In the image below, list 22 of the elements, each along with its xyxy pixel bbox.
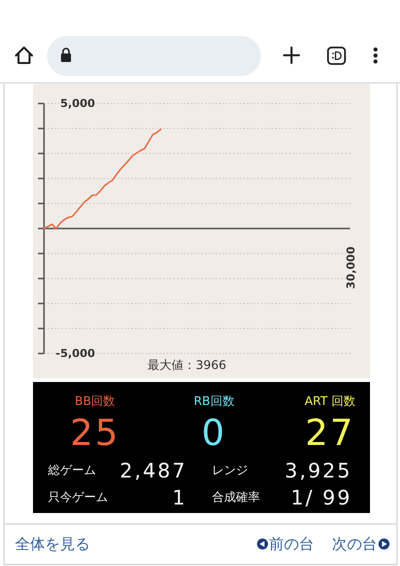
text: レンジ: [212, 463, 248, 477]
text: 前の台: [269, 535, 314, 553]
text: 25: [70, 413, 120, 454]
text: 総ゲーム: [47, 463, 96, 477]
text: 27: [305, 413, 355, 454]
annotation: 30,000: [344, 246, 358, 289]
y-tick-label: -5,000: [56, 347, 96, 360]
text: 只今ゲーム: [48, 490, 108, 504]
text: ART 回数: [304, 394, 356, 408]
text: 0: [202, 413, 226, 454]
text: 最大値：3966: [148, 358, 226, 372]
text: 全体を見る: [15, 535, 90, 553]
y-tick-label: 5,000: [60, 97, 96, 110]
text: BB回数: [74, 394, 116, 408]
text: 2,487: [120, 458, 187, 482]
text: RB回数: [194, 394, 234, 408]
text: 1/ 99: [290, 486, 352, 510]
text: 3,925: [284, 458, 352, 482]
text: 合成確率: [212, 490, 260, 504]
text: 1: [172, 486, 187, 510]
line-series: [43, 128, 162, 230]
text: 次の台: [332, 535, 377, 553]
